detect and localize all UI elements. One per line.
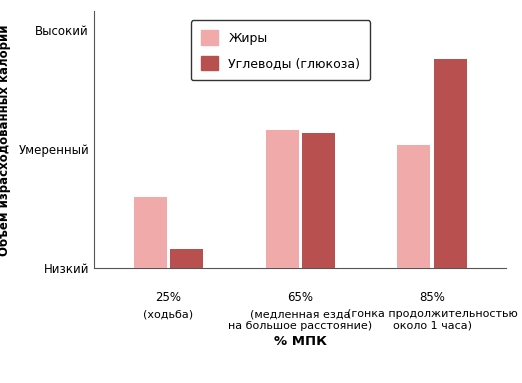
Text: 25%: 25%: [155, 291, 181, 304]
Text: 65%: 65%: [287, 291, 313, 304]
Y-axis label: Объем израсходованных калорий: Объем израсходованных калорий: [0, 24, 11, 255]
Legend: Жиры, Углеводы (глюкоза): Жиры, Углеводы (глюкоза): [191, 20, 371, 80]
Bar: [302, 133, 335, 268]
Text: (медленная езда
на большое расстояние): (медленная езда на большое расстояние): [228, 309, 372, 331]
X-axis label: % МПК: % МПК: [274, 336, 327, 349]
Bar: [434, 59, 467, 268]
Bar: [397, 144, 431, 268]
Bar: [266, 130, 299, 268]
Bar: [170, 249, 203, 268]
Text: (ходьба): (ходьба): [143, 309, 193, 319]
Text: 85%: 85%: [419, 291, 445, 304]
Text: (гонка продолжительностью
около 1 часа): (гонка продолжительностью около 1 часа): [347, 309, 517, 331]
Bar: [134, 197, 167, 268]
